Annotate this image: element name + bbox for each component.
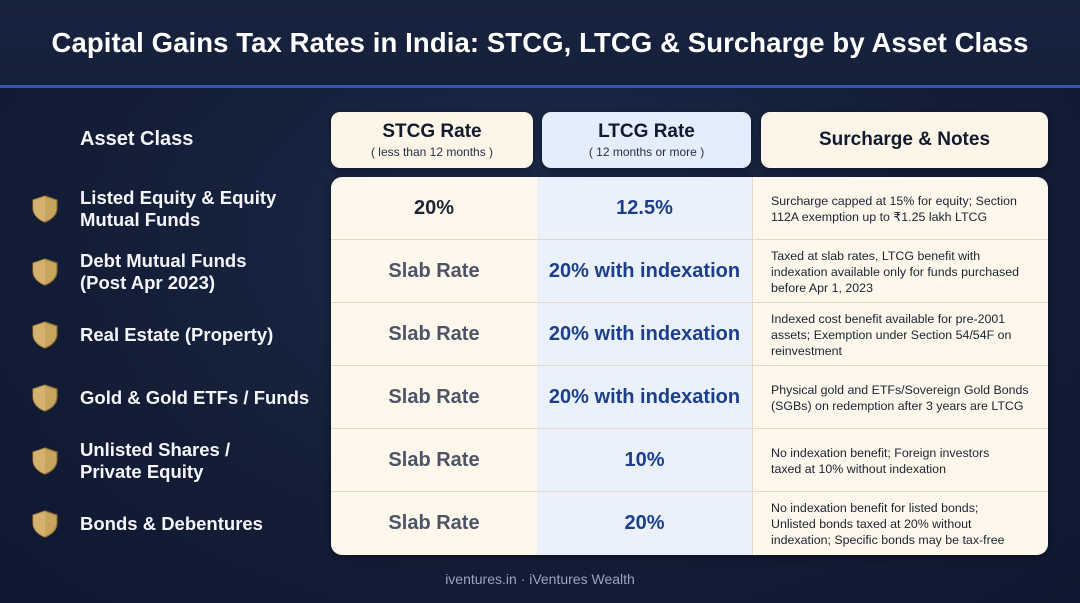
asset-row: Unlisted Shares / Private Equity [30,429,330,492]
stcg-cell: Slab Rate [388,386,480,408]
shield-icon [32,446,58,475]
stcg-cell: Slab Rate [388,512,480,534]
asset-row: Listed Equity & Equity Mutual Funds [30,177,330,240]
notes-cell: Taxed at slab rates, LTCG benefit with in… [752,240,1048,303]
table-row: 20% 12.5% Surcharge capped at 15% for eq… [331,177,1048,240]
rates-table: 20% 12.5% Surcharge capped at 15% for eq… [331,177,1048,555]
table-row: Slab Rate 20% with indexation Physical g… [331,366,1048,429]
asset-label: Listed Equity & Equity Mutual Funds [80,186,277,230]
table-row: Slab Rate 20% No indexation benefit for … [331,492,1048,555]
shield-icon [32,194,58,223]
ltcg-cell: 10% [624,449,665,471]
shield-icon [32,383,58,412]
notes-cell: No indexation benefit for listed bonds; U… [752,492,1048,555]
asset-label: Bonds & Debentures [80,512,263,534]
asset-row: Debt Mutual Funds (Post Apr 2023) [30,240,330,303]
asset-class-header: Asset Class [80,128,194,150]
stcg-header-label: STCG Rate [382,121,482,142]
title-bar: Capital Gains Tax Rates in India: STCG, … [0,0,1080,88]
shield-icon [32,257,58,286]
asset-label: Debt Mutual Funds (Post Apr 2023) [80,249,247,293]
ltcg-header-label: LTCG Rate [598,121,695,142]
stcg-cell: 20% [413,197,455,219]
ltcg-cell: 20% with indexation [548,260,741,282]
table-row: Slab Rate 20% with indexation Indexed co… [331,303,1048,366]
notes-cell: Surcharge capped at 15% for equity; Sect… [752,177,1048,240]
notes-cell: Indexed cost benefit available for pre-2… [752,303,1048,366]
asset-row: Gold & Gold ETFs / Funds [30,366,330,429]
shield-icon [32,509,58,538]
ltcg-header-sub: ( 12 months or more ) [588,145,705,159]
page-title: Capital Gains Tax Rates in India: STCG, … [51,26,1029,58]
ltcg-column-header: LTCG Rate ( 12 months or more ) [542,112,751,168]
notes-column-header: Surcharge & Notes [761,112,1048,168]
notes-cell: Physical gold and ETFs/Sovereign Gold Bo… [752,366,1048,429]
notes-cell: No indexation benefit; Foreign investors… [752,429,1048,492]
notes-header-label: Surcharge & Notes [818,129,991,150]
stcg-cell: Slab Rate [388,449,480,471]
stcg-header-sub: ( less than 12 months ) [370,145,494,159]
shield-icon [32,320,58,349]
asset-label: Gold & Gold ETFs / Funds [80,386,310,408]
ltcg-cell: 20% with indexation [548,386,741,408]
asset-label: Real Estate (Property) [80,323,274,345]
ltcg-column-band [537,177,752,555]
ltcg-cell: 20% [624,512,665,534]
ltcg-cell: 20% with indexation [548,323,741,345]
footer-credit: iventures.in · iVentures Wealth [445,571,635,587]
asset-row: Bonds & Debentures [30,492,330,555]
stcg-column-header: STCG Rate ( less than 12 months ) [331,112,533,168]
asset-label: Unlisted Shares / Private Equity [80,438,231,482]
stcg-cell: Slab Rate [388,323,480,345]
table-row: Slab Rate 20% with indexation Taxed at s… [331,240,1048,303]
asset-row: Real Estate (Property) [30,303,330,366]
ltcg-cell: 12.5% [616,197,673,219]
stcg-cell: Slab Rate [388,260,480,282]
table-row: Slab Rate 10% No indexation benefit; For… [331,429,1048,492]
